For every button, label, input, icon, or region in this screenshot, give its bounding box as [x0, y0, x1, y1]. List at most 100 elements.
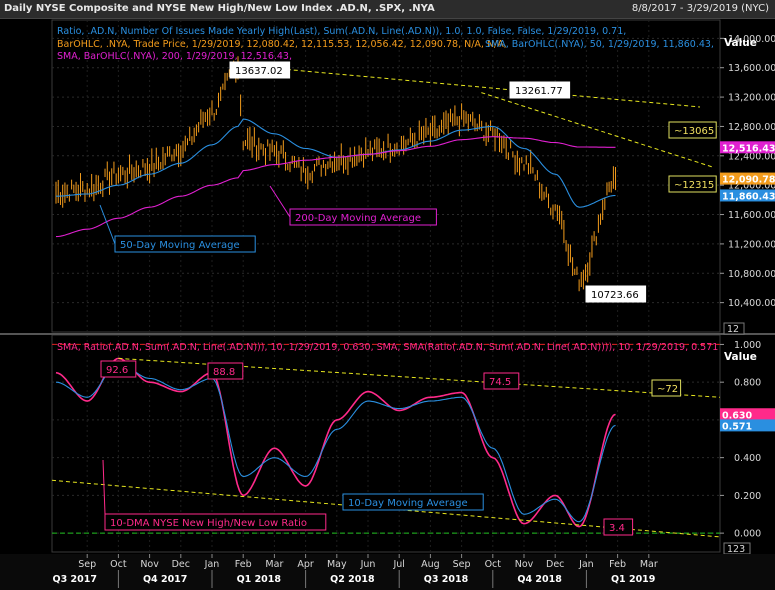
- last-price-text: 12,090.78: [722, 175, 775, 186]
- peak2-label[interactable]: 13261.77: [509, 81, 571, 99]
- sma200-annotation-text: 200-Day Moving Average: [295, 213, 421, 224]
- ratio-peak1-label-text: 92.6: [106, 365, 128, 376]
- ratio-leader: [102, 459, 106, 515]
- ratio-peak3-label-text: 74.5: [489, 377, 511, 388]
- top-footer-tag[interactable]: 12: [727, 324, 739, 335]
- x-month-label: Jul: [392, 559, 404, 570]
- legend-line-1: Ratio, .AD.N, Number Of Issues Made Year…: [57, 26, 626, 37]
- last-sma50-text: 11,860.43: [722, 191, 775, 202]
- ratio-sma-annotation-text: 10-Day Moving Average: [348, 498, 468, 509]
- ratio-annotation-box: [104, 513, 327, 531]
- sma50-line[interactable]: [56, 118, 616, 208]
- x-month-label: Feb: [235, 559, 252, 570]
- ratio-sma-line[interactable]: [55, 362, 616, 523]
- peak1-label-box: [229, 61, 291, 79]
- ratio-low-label-box: [603, 518, 634, 536]
- ratio-low-label-text: 3.4: [609, 523, 625, 534]
- legend-line-2: BarOHLC, .NYA, Trade Price, 1/29/2019, 1…: [57, 39, 507, 50]
- x-month-label: May: [327, 559, 347, 570]
- peak2-label-box: [509, 81, 571, 99]
- top-y-tick-label: 10,800.00: [728, 269, 775, 280]
- x-quarter-label: Q3 2018: [424, 574, 469, 585]
- x-month-label: Dec: [546, 559, 564, 570]
- peak1-label[interactable]: 13637.02: [229, 61, 291, 79]
- trend-lower-label-text: ~12315: [674, 180, 714, 191]
- x-month-label: Nov: [515, 559, 534, 570]
- bottom-axis-title: Value: [724, 351, 757, 363]
- x-month-label: Sep: [453, 559, 471, 570]
- x-quarter-label: Q2 2018: [330, 574, 375, 585]
- bottom-legend: SMA, Ratio(.AD.N, Sum(.AD.N, Line(.AD.N)…: [57, 342, 718, 353]
- last-price-bg: [720, 172, 775, 185]
- low-label-box: [585, 285, 647, 303]
- ratio-line[interactable]: [55, 357, 616, 528]
- top-y-tick-label: 14,000.00: [728, 34, 775, 45]
- x-quarter-label: Q4 2018: [517, 574, 562, 585]
- top-y-tick-label: 13,600.00: [728, 63, 775, 74]
- x-quarter-label: Q4 2017: [143, 574, 187, 585]
- sma200-line[interactable]: [55, 136, 616, 238]
- x-quarter-label: Q3 2017: [53, 574, 97, 585]
- ratio-sma-annotation[interactable]: 10-Day Moving Average: [342, 493, 484, 511]
- top-panel-frame: [51, 19, 721, 333]
- sma50-annotation[interactable]: 50-Day Moving Average: [114, 235, 256, 253]
- last-sma200: 12,516.43: [720, 141, 775, 154]
- top-footer-tag-box[interactable]: [723, 322, 745, 335]
- date-range: 8/8/2017 - 3/29/2019 (NYC): [631, 3, 769, 14]
- x-quarter-label: Q1 2019: [611, 574, 655, 585]
- bottom-y-tick-label: 0.800: [734, 378, 761, 389]
- sma200-leader: [269, 185, 291, 218]
- ratio-trend-label[interactable]: ~72: [651, 379, 682, 397]
- ratio-peak2-label-box: [207, 362, 244, 380]
- last-sma200-text: 12,516.43: [722, 143, 775, 154]
- top-axis-title: Value: [724, 37, 757, 49]
- x-quarter-label: Q1 2018: [237, 574, 282, 585]
- ratio-peak1-label[interactable]: 92.6: [100, 360, 137, 378]
- x-month-label: Dec: [172, 559, 190, 570]
- top-y-tick-label: 12,000.00: [728, 181, 775, 192]
- top-y-tick-label: 12,400.00: [728, 151, 775, 162]
- ratio-trend-label-text: ~72: [657, 384, 678, 395]
- legend-line-3: SMA, BarOHLC(.NYA), 50, 1/29/2019, 11,86…: [485, 39, 714, 50]
- last-price: 12,090.78: [720, 172, 775, 186]
- bottom-y-tick-label: 0.000: [734, 529, 761, 540]
- ratio-peak2-label[interactable]: 88.8: [207, 362, 244, 380]
- window-title: Daily NYSE Composite and NYSE New High/N…: [4, 3, 435, 14]
- x-month-label: Jan: [204, 559, 220, 570]
- legend-line-4: SMA, BarOHLC(.NYA), 200, 1/29/2019, 12,5…: [57, 51, 292, 62]
- x-month-label: Jun: [360, 559, 376, 570]
- bottom-footer-tag[interactable]: 123: [727, 544, 745, 555]
- trend-lower-label[interactable]: ~12315: [668, 175, 717, 193]
- last-ratio-sma-text: 0.571: [722, 421, 752, 432]
- ratio-annotation[interactable]: 10-DMA NYSE New High/New Low Ratio: [104, 513, 327, 531]
- x-month-label: Feb: [609, 559, 626, 570]
- trend-upper-label-text: ~13065: [674, 126, 714, 137]
- last-sma50-bg: [720, 189, 775, 202]
- last-sma200-bg: [720, 141, 775, 154]
- ratio-peak3-label[interactable]: 74.5: [483, 372, 520, 390]
- bottom-y-tick-label: 0.200: [734, 491, 761, 502]
- x-month-label: Jan: [578, 559, 594, 570]
- top-y-tick-label: 13,200.00: [728, 93, 775, 104]
- trend-lower-label-box: [668, 175, 717, 193]
- x-month-label: Nov: [140, 559, 159, 570]
- top-y-tick-label: 10,400.00: [728, 298, 775, 309]
- last-ratio-bg: [720, 408, 775, 421]
- ratio-peak2-label-text: 88.8: [213, 367, 235, 378]
- top-y-tick-label: 11,200.00: [728, 239, 775, 250]
- x-month-label: Oct: [485, 559, 502, 570]
- trend-upper-label[interactable]: ~13065: [668, 121, 717, 139]
- ratio-peak3-label-box: [483, 372, 520, 390]
- last-ratio-sma-bg: [720, 419, 775, 432]
- top-lower-trendline[interactable]: [481, 92, 713, 168]
- sma200-annotation[interactable]: 200-Day Moving Average: [289, 208, 437, 226]
- low-label[interactable]: 10723.66: [585, 285, 647, 303]
- ratio-low-label[interactable]: 3.4: [603, 518, 634, 536]
- ratio-sma-annotation-box: [342, 493, 484, 511]
- ratio-trend-label-box: [651, 379, 682, 397]
- top-upper-trendline[interactable]: [237, 64, 701, 108]
- ratio-annotation-text: 10-DMA NYSE New High/New Low Ratio: [110, 518, 307, 529]
- last-ratio: 0.630: [720, 408, 775, 421]
